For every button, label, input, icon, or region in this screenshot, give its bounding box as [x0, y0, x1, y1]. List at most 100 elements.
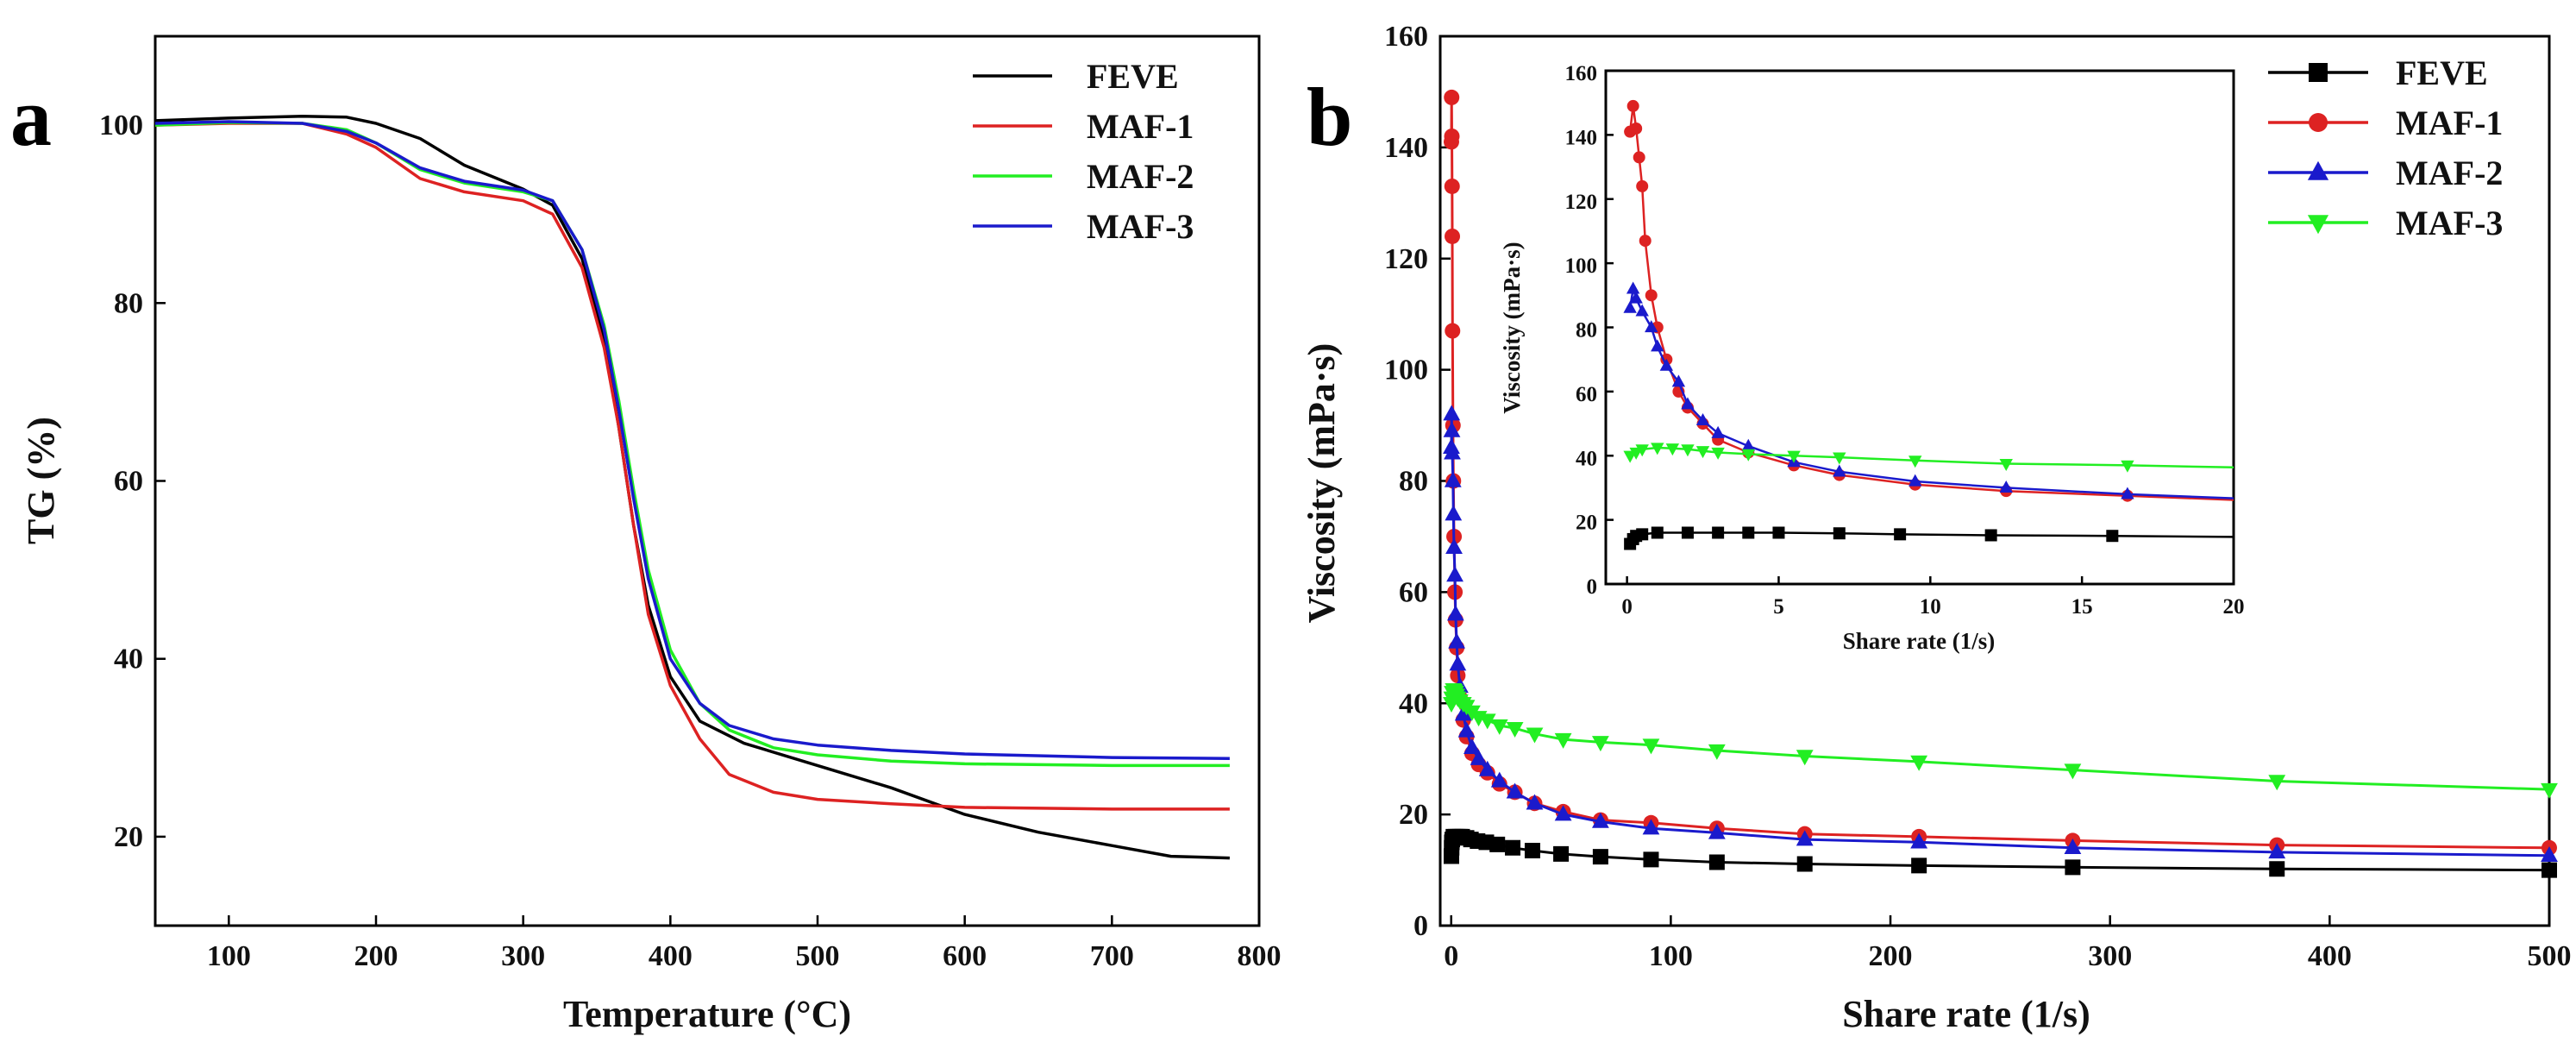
- panel-a-x-axis-title: Temperature (°C): [563, 993, 851, 1035]
- inset-y-tick-label: 160: [1565, 62, 1598, 85]
- inset-point-maf-3: [1999, 458, 2013, 471]
- inset-y-tick-label: 120: [1565, 191, 1598, 214]
- inset-point-maf-2: [1635, 304, 1649, 317]
- panel-b-point-feve: [1505, 839, 1521, 856]
- panel-b-point-feve: [2065, 859, 2081, 876]
- inset-point-maf-2: [1908, 474, 1922, 487]
- panel-b-point-maf-1: [1445, 323, 1461, 339]
- panel-b-point-feve: [1911, 857, 1927, 874]
- inset-point-maf-1: [1639, 235, 1652, 248]
- panel-b-point-maf-2: [1708, 823, 1726, 839]
- inset-point-maf-1: [1630, 122, 1643, 135]
- panel-a-legend-label-maf-1: MAF-1: [1087, 107, 1194, 146]
- panel-b-point-maf-3: [1642, 738, 1660, 755]
- panel-b-point-feve: [1708, 854, 1725, 870]
- panel-b-label: b: [1307, 71, 1352, 163]
- panel-b-point-maf-2: [1445, 538, 1463, 555]
- panel-b-point-maf-3: [1708, 744, 1726, 760]
- panel-a-line-maf-1: [154, 122, 1230, 811]
- inset-plot-frame: [1604, 69, 2235, 586]
- panel-b-point-feve: [1524, 843, 1540, 859]
- panel-b-point-maf-3: [1478, 713, 1496, 730]
- panel-b-point-maf-2: [1910, 832, 1928, 849]
- panel-b-point-maf-2: [1446, 566, 1463, 582]
- panel-b-point-maf-2: [1642, 819, 1660, 835]
- panel-b-point-maf-2: [1457, 721, 1476, 738]
- panel-b-y-tick-label: 140: [1384, 132, 1428, 164]
- panel-b-x-tick-label: 300: [2088, 940, 2132, 972]
- panel-b-point-maf-1: [1444, 128, 1460, 144]
- inset-point-maf-3: [1908, 455, 1922, 468]
- panel-b-y-tick-label: 80: [1399, 466, 1428, 498]
- inset-point-maf-3: [1787, 450, 1801, 463]
- inset-point-feve: [1636, 528, 1649, 541]
- panel-b-point-maf-3: [1591, 736, 1609, 752]
- inset-point-maf-2: [1681, 397, 1695, 410]
- inset-x-axis-title: Share rate (1/s): [1843, 628, 1995, 654]
- inset-series: [1623, 99, 2234, 550]
- panel-b-point-maf-2: [1454, 705, 1472, 721]
- inset-series-maf-3: [1623, 443, 2234, 473]
- inset-point-maf-3: [1635, 444, 1649, 457]
- inset-y-tick-label: 60: [1576, 383, 1597, 406]
- panel-b-point-maf-3: [1490, 719, 1508, 735]
- inset-point-maf-2: [2121, 487, 2134, 499]
- panel-a-label: a: [10, 71, 52, 163]
- panel-a-legend-label-maf-3: MAF-3: [1087, 207, 1194, 246]
- panel-b-point-maf-3: [1554, 732, 1572, 749]
- inset-series-feve: [1624, 526, 2234, 550]
- inset-point-feve: [1681, 526, 1694, 539]
- inset-point-feve: [1651, 526, 1664, 539]
- panel-b-point-maf-2: [1446, 605, 1464, 621]
- panel-a-x-tick-label: 500: [796, 940, 840, 972]
- panel-a-legend-label-feve: FEVE: [1087, 57, 1179, 96]
- panel-a-x-tick-label: 800: [1238, 940, 1282, 972]
- panel-a-y-tick-label: 20: [114, 821, 143, 853]
- inset-x-tick-label: 20: [2223, 595, 2245, 619]
- inset-point-maf-2: [1695, 412, 1710, 425]
- panel-b-point-feve: [1592, 849, 1608, 865]
- inset-point-maf-2: [1671, 374, 1686, 387]
- inset-point-maf-2: [1659, 358, 1674, 371]
- panel-b-point-maf-2: [2064, 838, 2082, 854]
- panel-a-y-tick-label: 60: [114, 466, 143, 498]
- inset-point-maf-3: [1681, 444, 1695, 457]
- panel-b-point-maf-2: [1526, 794, 1544, 810]
- inset-point-feve: [1712, 526, 1725, 539]
- panel-b-point-maf-2: [1470, 749, 1488, 765]
- panel-b-point-maf-2: [1490, 771, 1508, 788]
- panel-b-point-feve: [1796, 856, 1813, 872]
- panel-b-point-maf-2: [1444, 443, 1461, 460]
- inset-point-maf-2: [1833, 464, 1846, 477]
- inset-point-maf-2: [1711, 425, 1725, 438]
- panel-a-series: [154, 115, 1230, 860]
- panel-b-y-tick-label: 40: [1399, 688, 1428, 719]
- inset-y-ticks: 0 20 40 60 80 100 120 140 160: [1565, 62, 1614, 599]
- panel-b-y-tick-label: 0: [1413, 910, 1428, 942]
- inset-point-feve: [1894, 528, 1907, 541]
- panel-b-point-maf-2: [1796, 830, 1814, 846]
- inset-point-maf-3: [1741, 449, 1755, 462]
- inset-point-maf-1: [1626, 99, 1639, 112]
- panel-b-point-maf-2: [1506, 782, 1524, 799]
- panel-b-x-tick-label: 100: [1649, 940, 1693, 972]
- inset-point-maf-2: [1999, 481, 2013, 493]
- panel-b-point-feve: [1643, 851, 1659, 868]
- inset-point-maf-3: [1695, 446, 1710, 459]
- panel-b-point-feve: [1489, 836, 1506, 852]
- panel-a-y-tick-label: 40: [114, 644, 143, 675]
- inset-point-maf-2: [1623, 300, 1637, 313]
- panel-a-y-tick-label: 80: [114, 287, 143, 319]
- panel-b-point-feve: [2542, 862, 2557, 878]
- panel-b-point-maf-2: [1444, 471, 1462, 487]
- panel-b-y-tick-label: 160: [1384, 21, 1428, 53]
- panel-b-point-maf-2: [1445, 505, 1463, 521]
- panel-b-point-maf-3: [1796, 750, 1814, 766]
- panel-b-y-tick-label: 100: [1384, 355, 1428, 386]
- panel-b-series-feve: [1443, 828, 2557, 878]
- inset-point-maf-1: [1645, 289, 1658, 302]
- panel-a-x-tick-label: 100: [207, 940, 251, 972]
- panel-b-point-maf-2: [1554, 805, 1572, 821]
- panel-b-x-tick-label: 200: [1869, 940, 1913, 972]
